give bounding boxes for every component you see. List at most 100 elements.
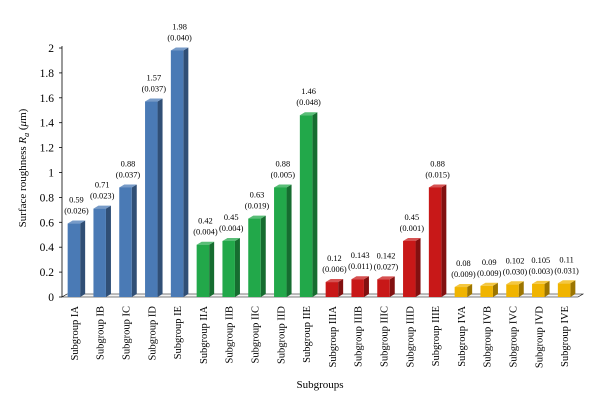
category-label: Subgroup IID — [276, 306, 287, 364]
x-axis-title: Subgroups — [296, 379, 343, 391]
bar-top — [119, 184, 137, 188]
bar — [274, 184, 292, 297]
bar-value-label: 0.88 — [121, 159, 136, 168]
bar-side — [183, 47, 189, 297]
bar-side — [389, 276, 395, 297]
bar-sd-label: (0.026) — [64, 207, 89, 216]
bar-value-label: 0.42 — [198, 217, 213, 226]
category-label: Subgroup IVD — [534, 306, 545, 369]
bar-sd-label: (0.015) — [425, 170, 450, 179]
bar-front — [170, 50, 184, 297]
y-tick-label: 1.4 — [40, 118, 55, 130]
y-axis-title-unit-mu: μ — [17, 120, 29, 127]
bar-side — [286, 184, 292, 297]
bar-top — [93, 205, 111, 209]
category-label: Subgroup IC — [122, 306, 133, 360]
category-label: Subgroup IIE — [302, 306, 313, 363]
bar-side — [131, 184, 137, 297]
bar — [248, 215, 266, 297]
category-label: Subgroup IVB — [483, 306, 494, 368]
bar-front — [532, 283, 545, 297]
y-tick-label: 1 — [48, 168, 54, 180]
y-tick-label: 2 — [48, 43, 54, 55]
bar-sd-label: (0.004) — [193, 228, 218, 237]
y-axis-title: Surface roughness Ra (μm) — [17, 108, 31, 227]
y-axis-title-main: Surface roughness — [17, 144, 29, 228]
bar-top — [145, 98, 163, 102]
bar-top — [299, 112, 318, 116]
category-label: Subgroup IIB — [225, 306, 236, 363]
bar-front — [67, 223, 81, 297]
category-label: Subgroup IIIA — [328, 306, 339, 368]
bar-top — [274, 184, 292, 188]
category-label: Subgroup IIIE — [431, 306, 442, 366]
bar-top — [454, 284, 473, 288]
bar-top — [532, 280, 550, 284]
bar-sd-label: (0.027) — [374, 262, 399, 271]
y-tick-label: 1.8 — [40, 68, 55, 80]
y-tick-label: 0.4 — [40, 242, 55, 254]
bar-sd-label: (0.019) — [245, 202, 270, 211]
bar-sd-label: (0.030) — [503, 267, 528, 276]
bar — [557, 280, 576, 297]
bar-side — [544, 280, 550, 297]
bar-sd-label: (0.037) — [142, 85, 167, 94]
bar-side — [312, 112, 318, 297]
bar-front — [222, 240, 235, 297]
bar-value-label: 1.57 — [146, 74, 161, 83]
bar — [196, 241, 215, 297]
bar-sd-label: (0.003) — [529, 267, 554, 276]
bar-top — [248, 215, 266, 219]
bar-top — [557, 280, 576, 284]
bar-side — [492, 282, 498, 297]
bar — [299, 112, 318, 297]
y-tick-label: 1.2 — [40, 143, 55, 155]
y-axis-title-symbol: R — [17, 137, 29, 145]
bar — [403, 237, 421, 297]
bar — [377, 276, 395, 297]
bar-side — [234, 237, 240, 297]
bar-value-label: 0.142 — [377, 251, 396, 260]
bar-side — [441, 184, 447, 297]
bar-side — [80, 220, 86, 297]
bar-sd-label: (0.023) — [90, 192, 115, 201]
bar-front — [454, 287, 468, 297]
bar-front — [145, 101, 158, 297]
bar — [428, 184, 447, 297]
bar-front — [480, 285, 493, 297]
bar-value-label: 0.143 — [351, 251, 370, 260]
category-label: Subgroup IVC — [509, 306, 520, 368]
bar-front — [351, 279, 364, 297]
y-tick-label: 0 — [48, 292, 54, 304]
bar-front — [506, 284, 519, 297]
bar-top — [506, 281, 524, 285]
bar-sd-label: (0.001) — [400, 224, 425, 233]
category-label: Subgroup IIA — [199, 306, 210, 364]
bar-sd-label: (0.006) — [322, 265, 347, 274]
bar-top — [403, 237, 421, 241]
category-label: Subgroup IIID — [405, 306, 416, 368]
bar-front — [93, 208, 106, 297]
bar-front — [557, 283, 571, 297]
y-tick-label: 0.6 — [40, 217, 55, 229]
y-tick-label: 1.6 — [40, 93, 55, 105]
bar-side — [209, 241, 215, 297]
bar-front — [119, 187, 132, 297]
bar-value-label: 0.45 — [404, 213, 419, 222]
y-tick-label: 0.2 — [40, 267, 55, 279]
y-axis-title-subscript: a — [22, 133, 31, 137]
bar — [454, 284, 473, 297]
bar-value-label: 0.08 — [456, 259, 471, 268]
bar-side — [415, 237, 421, 297]
bar — [506, 281, 524, 297]
bar-front — [325, 282, 339, 297]
bar — [170, 47, 189, 297]
y-axis-title-unit-close: m) — [17, 108, 29, 121]
bar-top — [196, 241, 215, 245]
bar-value-label: 0.88 — [430, 159, 445, 168]
bar-value-label: 0.09 — [482, 258, 497, 267]
y-axis-title-unit-open: ( — [17, 126, 29, 133]
bar-value-label: 0.88 — [275, 159, 290, 168]
bar-value-label: 0.105 — [531, 256, 550, 265]
